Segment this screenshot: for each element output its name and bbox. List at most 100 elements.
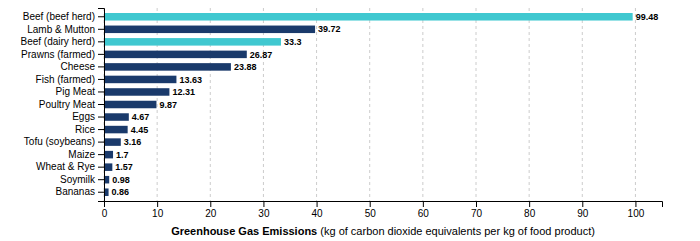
y-tick: Pig Meat (56, 86, 104, 97)
x-tick: 40 (312, 201, 324, 219)
x-tick: 60 (418, 201, 430, 219)
x-axis: 0 10 20 30 40 50 60 70 80 90 100 (102, 201, 663, 219)
y-tick: Maize (68, 149, 104, 160)
grid-line (157, 8, 158, 201)
data-label: 0.98 (112, 175, 130, 185)
bar (104, 13, 633, 21)
bar (104, 76, 176, 84)
x-tick: 80 (524, 201, 536, 219)
y-tick-label: Wheat & Rye (36, 161, 95, 172)
y-tick-mark (98, 129, 104, 130)
bar (104, 26, 315, 34)
x-tick-mark (210, 201, 211, 207)
x-tick-mark (529, 201, 530, 207)
bar (104, 38, 281, 46)
x-tick: 10 (152, 201, 164, 219)
x-tick-label: 70 (471, 208, 483, 219)
x-axis-title-part: (kg of carbon dioxide equivalents per kg… (317, 225, 595, 237)
x-tick-label: 20 (205, 208, 217, 219)
y-tick-mark (98, 29, 104, 30)
bar (104, 151, 113, 159)
data-label: 26.87 (250, 50, 273, 60)
bar (104, 163, 112, 171)
y-tick-mark (98, 79, 104, 80)
y-tick-mark (98, 117, 104, 118)
data-label: 12.31 (172, 87, 195, 97)
y-tick-label: Beef (beef herd) (23, 11, 95, 22)
x-tick-mark (423, 201, 424, 207)
y-tick: Poultry Meat (39, 99, 104, 110)
x-tick-label: 40 (312, 208, 324, 219)
y-tick-mark (98, 54, 104, 55)
grid (104, 8, 635, 201)
x-tick-mark (476, 201, 477, 207)
x-tick: 70 (471, 201, 483, 219)
y-tick: Prawns (farmed) (21, 49, 104, 60)
y-tick-label: Eggs (72, 111, 95, 122)
grid-line (635, 8, 636, 201)
y-tick-mark (98, 192, 104, 193)
x-tick: 20 (205, 201, 217, 219)
x-tick-label: 50 (365, 208, 377, 219)
y-tick-mark (98, 16, 104, 17)
y-tick: Fish (farmed) (36, 74, 104, 85)
bar (104, 63, 231, 71)
data-label: 33.3 (284, 37, 302, 47)
y-tick: Rice (75, 124, 104, 135)
x-tick-mark (582, 201, 583, 207)
data-label: 4.45 (131, 125, 149, 135)
y-tick-mark (98, 154, 104, 155)
y-tick: Bananas (56, 186, 104, 197)
x-tick-mark (317, 201, 318, 207)
x-tick-label: 100 (628, 208, 645, 219)
y-axis: BananasSoymilk Wheat & RyeMaize Tofu (soyb… (21, 9, 105, 202)
y-tick-mark (98, 142, 104, 143)
grid-line (369, 8, 370, 201)
y-tick-label: Cheese (61, 61, 96, 72)
x-tick-label: 90 (577, 208, 589, 219)
y-tick-label: Prawns (farmed) (21, 49, 95, 60)
y-tick-label: Soymilk (60, 174, 96, 185)
y-tick-label: Beef (dairy herd) (21, 36, 95, 47)
grid-line (476, 8, 477, 201)
y-tick-mark (98, 41, 104, 42)
y-tick-mark (98, 91, 104, 92)
data-label: 23.88 (234, 62, 257, 72)
bar (104, 113, 129, 121)
data-label: 4.67 (132, 112, 150, 122)
y-tick: Beef (beef herd) (23, 11, 104, 22)
data-labels: 0.860.981.571.73.164.454.679.8712.3113.6… (112, 12, 659, 197)
y-tick-mark (98, 104, 104, 105)
x-tick-label: 10 (152, 208, 164, 219)
y-tick-label: Tofu (soybeans) (24, 136, 95, 147)
x-axis-title-part: Greenhouse Gas Emissions (171, 225, 317, 237)
x-tick: 90 (577, 201, 589, 219)
data-label: 99.48 (636, 12, 659, 22)
grid-line (582, 8, 583, 201)
data-label: 13.63 (179, 75, 202, 85)
x-tick-label: 60 (418, 208, 430, 219)
x-tick: 100 (628, 201, 645, 219)
y-tick-label: Pig Meat (56, 86, 96, 97)
x-tick-label: 0 (102, 208, 108, 219)
data-label: 39.72 (318, 24, 341, 34)
grid-line (210, 8, 211, 201)
y-tick-label: Rice (75, 124, 95, 135)
x-axis-line (105, 202, 663, 208)
data-label: 1.57 (115, 162, 133, 172)
x-tick: 30 (258, 201, 270, 219)
y-tick-label: Maize (68, 149, 95, 160)
y-tick: Soymilk (60, 174, 104, 185)
grid-line (316, 8, 317, 201)
x-tick: 0 (102, 201, 108, 219)
grid-line (422, 8, 423, 201)
x-tick: 50 (365, 201, 377, 219)
x-tick-mark (263, 201, 264, 207)
y-tick-label: Poultry Meat (39, 99, 95, 110)
x-tick-mark (157, 201, 158, 207)
y-tick: Wheat & Rye (36, 161, 104, 172)
y-tick: Lamb & Mutton (27, 24, 104, 35)
y-tick: Beef (dairy herd) (21, 36, 104, 47)
bar (104, 51, 247, 59)
grid-line (263, 8, 264, 201)
